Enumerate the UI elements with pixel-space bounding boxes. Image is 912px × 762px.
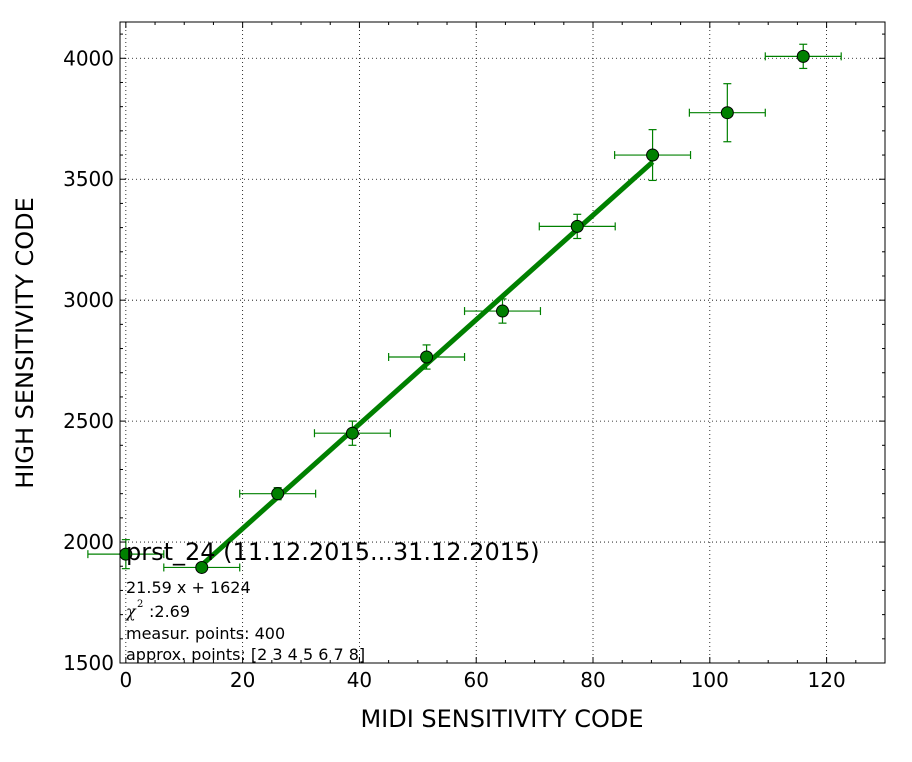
data-point: [195, 560, 209, 574]
data-point: [271, 487, 285, 501]
y-axis-label: HIGH SENSITIVITY CODE: [11, 197, 39, 489]
y-tick-label: 2500: [63, 409, 114, 433]
y-tick-label: 2000: [63, 530, 114, 554]
data-point: [796, 49, 810, 63]
y-tick-label: 1500: [63, 651, 114, 675]
chi-superscript: 2: [137, 599, 143, 610]
measur-points: measur. points: 400: [126, 624, 285, 643]
x-axis-ticks: 0 20 40 60 80 100 120: [119, 22, 846, 692]
fit-equation: 21.59 x + 1624: [126, 578, 251, 597]
y-axis-ticks: 1500 2000 2500 3000 3500 4000: [63, 46, 885, 675]
y-tick-label: 4000: [63, 46, 114, 70]
chi-value: :2.69: [149, 602, 190, 621]
x-tick-label: 0: [119, 668, 132, 692]
data-point: [646, 148, 660, 162]
data-point: [345, 426, 359, 440]
plot-frame: [119, 21, 886, 664]
annotation-box: prst_24 (11.12.2015...31.12.2015) 21.59 …: [125, 538, 540, 664]
x-tick-label: 40: [347, 668, 372, 692]
y-tick-label: 3000: [63, 288, 114, 312]
data-point: [496, 304, 509, 318]
data-point: [570, 219, 584, 233]
x-tick-label: 120: [808, 668, 846, 692]
error-bar: [764, 43, 842, 70]
x-tick-label: 60: [463, 668, 488, 692]
x-axis-label: MIDI SENSITIVITY CODE: [360, 705, 643, 733]
y-tick-label: 3500: [63, 167, 114, 191]
approx-points: approx. points: [2 3 4 5 6 7 8]: [126, 645, 365, 664]
chi-symbol: χ: [125, 602, 137, 621]
data-point: [720, 106, 734, 120]
grid: [120, 22, 885, 664]
x-tick-label: 80: [580, 668, 605, 692]
x-tick-label: 20: [230, 668, 255, 692]
chi-square: χ 2 :2.69: [125, 599, 190, 621]
data-point: [420, 350, 434, 364]
plot-area: [120, 22, 885, 663]
x-tick-label: 100: [691, 668, 729, 692]
data-points: [119, 49, 810, 574]
annotation-title: prst_24 (11.12.2015...31.12.2015): [126, 538, 540, 566]
